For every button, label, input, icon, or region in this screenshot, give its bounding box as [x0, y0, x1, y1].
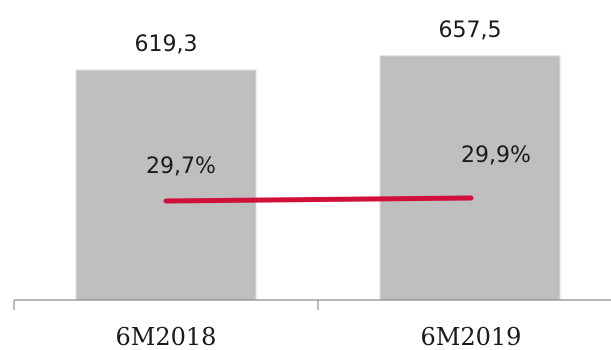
line-value-label: 29,7%	[146, 154, 216, 179]
x-tick-label: 6M2018	[116, 323, 217, 350]
x-axis	[13, 299, 611, 310]
line-value-labels: 29,7% 29,9%	[146, 143, 531, 179]
bar-6m2018	[75, 69, 257, 301]
bar-value-label: 657,5	[439, 18, 502, 43]
line-value-label: 29,9%	[461, 143, 531, 168]
x-tick-label: 6M2019	[421, 323, 522, 350]
line-series	[163, 195, 474, 204]
bar-group	[75, 55, 561, 301]
line-series-group	[163, 195, 474, 204]
bar-6m2019	[379, 55, 561, 301]
bar-value-labels: 619,3 657,5	[135, 18, 502, 57]
x-axis-tick-labels: 6M2018 6M2019	[116, 323, 522, 350]
bar-value-label: 619,3	[135, 32, 198, 57]
